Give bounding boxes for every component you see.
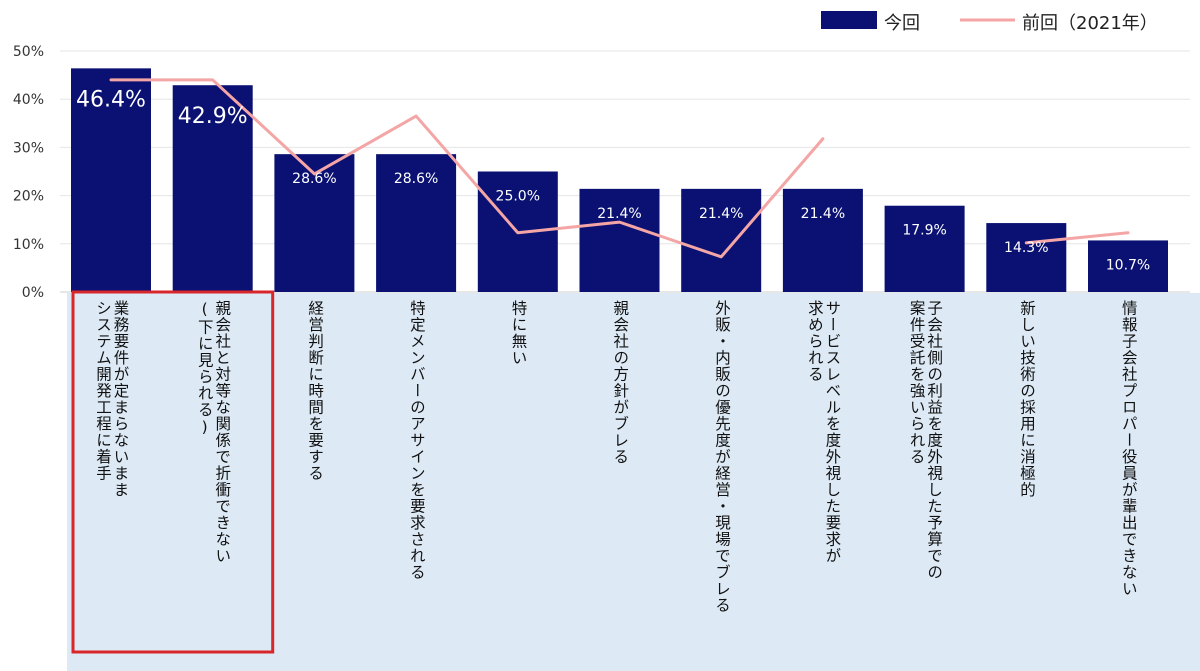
x-tick-label-line: サービスレベルを度外視した要求が [823, 300, 842, 564]
x-tick-label-line: 新しい技術の採用に消極的 [1018, 300, 1037, 498]
bar-data-label: 10.7% [1106, 257, 1150, 273]
bar-data-label: 17.9% [902, 223, 946, 239]
x-tick-label-line: システム開発工程に着手 [94, 300, 112, 482]
bar-data-label: 21.4% [597, 206, 641, 222]
highlight-frame [71, 290, 275, 654]
legend-label-current: 今回 [884, 13, 920, 34]
label-band-rect [67, 293, 1200, 671]
x-tick-label-line: 親会社と対等な関係で折衝できない [213, 300, 232, 564]
bar-data-label: 25.0% [496, 189, 540, 205]
bar [782, 188, 863, 292]
x-tick-label: 特定メンバーのアサインを要求される [376, 300, 456, 660]
bar [884, 205, 965, 292]
bar-data-label: 21.4% [801, 206, 845, 222]
bar [579, 188, 660, 292]
x-tick-label-line: 案件受託を強いられる [907, 300, 926, 465]
legend-swatch-bar [821, 11, 877, 29]
bar-data-label: 28.6% [292, 171, 336, 187]
legend [821, 11, 1015, 29]
bar-data-label: 42.9% [178, 104, 248, 129]
bar [1088, 240, 1168, 292]
x-tick-label-line: 特定メンバーのアサインを要求される [407, 300, 426, 581]
x-tick-label-line: 情報子会社プロパー役員が輩出できない [1119, 300, 1138, 597]
legend-label-previous: 前回（2021年） [1022, 13, 1158, 34]
bar-data-label: 28.6% [394, 171, 438, 187]
bar-data-label: 21.4% [699, 206, 743, 222]
x-tick-label: 情報子会社プロパー役員が輩出できない [1088, 300, 1168, 660]
y-axis-ticks: 0% 10% 20% 30% 40% 50% [13, 44, 44, 301]
x-tick-label-line: 親会社の方針がブレる [611, 300, 630, 465]
bar [376, 154, 457, 292]
y-tick-label: 50% [13, 44, 44, 60]
bar [172, 85, 253, 292]
label-band [67, 293, 1200, 671]
bar [681, 188, 762, 292]
bar-series [71, 68, 1168, 293]
y-tick-label: 0% [22, 285, 44, 301]
x-tick-label: サービスレベルを度外視した要求が 求められる [783, 300, 863, 660]
bar-data-label: 46.4% [76, 87, 146, 112]
x-tick-label-line: 経営判断に時間を要する [306, 300, 325, 482]
y-tick-label: 40% [13, 92, 44, 108]
bar [71, 68, 151, 293]
x-tick-label: 親会社の方針がブレる [580, 300, 660, 660]
x-tick-label-line: 特に無い [509, 300, 528, 366]
x-tick-label: 子会社側の利益を度外視した予算での 案件受託を強いられる [885, 300, 965, 660]
y-tick-label: 10% [13, 237, 44, 253]
x-tick-label-line: 子会社側の利益を度外視した予算での [925, 300, 944, 581]
x-tick-label: 業務要件が定まらないまま システム開発工程に着手 [71, 300, 151, 660]
x-tick-label: 経営判断に時間を要する [274, 300, 354, 660]
bar-data-label: 14.3% [1004, 240, 1048, 256]
x-tick-label: 新しい技術の採用に消極的 [986, 300, 1066, 660]
bar [274, 154, 355, 292]
x-tick-label: 親会社と対等な関係で折衝できない (下に見られる) [173, 300, 253, 660]
bar-data-labels: 46.4% 42.9% 28.6% 28.6% 25.0% 21.4% 21.4% 21.4%… [76, 87, 1150, 273]
line-series [109, 78, 1130, 259]
x-tick-label-line: (下に見られる) [195, 300, 214, 437]
series-line [109, 78, 825, 259]
highlight-box [71, 290, 275, 654]
x-tick-label-line: 外販・内販の優先度が経営・現場でブレる [712, 300, 731, 614]
series-line [1024, 231, 1130, 245]
x-tick-label: 外販・内販の優先度が経営・現場でブレる [681, 300, 761, 660]
x-tick-label: 特に無い [478, 300, 558, 660]
bar [986, 223, 1067, 292]
x-tick-label-line: 業務要件が定まらないまま [111, 300, 130, 498]
x-tick-label-line: 求められる [805, 300, 824, 383]
y-tick-label: 20% [13, 189, 44, 205]
y-tick-label: 30% [13, 140, 44, 156]
